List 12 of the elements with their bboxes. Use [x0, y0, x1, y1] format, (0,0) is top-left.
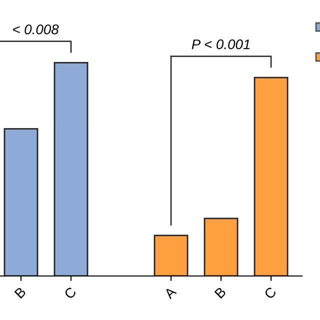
bar [154, 234, 188, 276]
text: < 0.008 [13, 24, 59, 34]
bar [204, 218, 238, 276]
x-tick-label: B [14, 286, 26, 299]
bar [254, 76, 288, 276]
bar [4, 128, 38, 276]
x-tick-label: C [64, 286, 77, 300]
x-tick-label: A [164, 286, 177, 300]
x-tick-label: B [214, 286, 226, 299]
x-tick-label: C [264, 286, 277, 300]
text: P < 0.001 [192, 39, 250, 50]
bar [54, 62, 88, 276]
